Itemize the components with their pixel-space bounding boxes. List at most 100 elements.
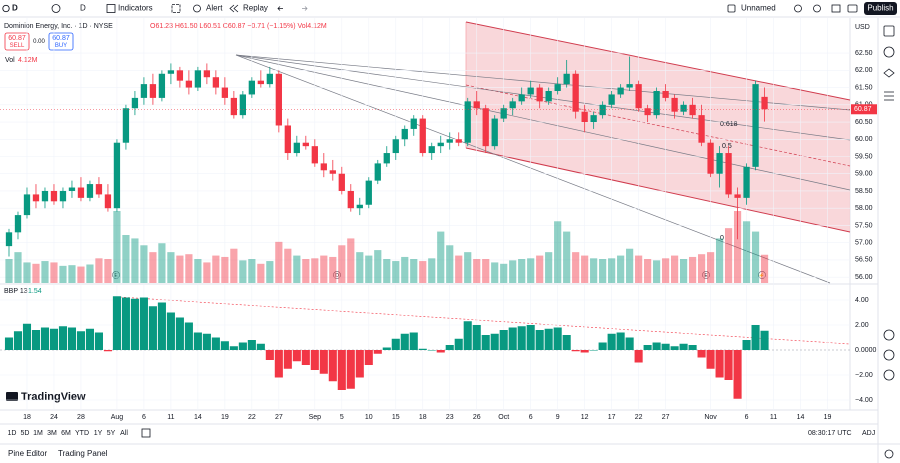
oscillator-bar <box>85 328 94 350</box>
candle-body <box>635 84 642 109</box>
volume-bar <box>599 259 607 283</box>
oscillator-name: BBP 13 <box>4 288 28 295</box>
tab[interactable]: Trading Panel <box>58 449 108 458</box>
oscillator-bar <box>742 340 751 350</box>
range-button[interactable]: 5Y <box>107 430 116 437</box>
interval[interactable]: D <box>80 4 86 13</box>
watchlist-button[interactable] <box>883 25 895 37</box>
range-button[interactable]: 5D <box>21 430 30 437</box>
indicators-button[interactable]: Indicators <box>118 4 153 13</box>
volume-bar <box>41 261 49 283</box>
news-marker-label[interactable]: ⚡ <box>759 272 765 279</box>
candle-body <box>419 118 426 154</box>
publish-button-bg[interactable] <box>864 2 897 15</box>
buy-button[interactable] <box>48 32 74 51</box>
volume-bar <box>59 265 67 283</box>
range-button[interactable]: 6M <box>61 430 71 437</box>
alert-icon[interactable] <box>193 4 201 13</box>
symbol[interactable]: D <box>12 4 18 13</box>
tab[interactable]: Pine Editor <box>8 449 47 458</box>
buy-price[interactable]: 60.87 <box>52 35 70 42</box>
undo-button[interactable] <box>277 6 283 11</box>
alert-button[interactable]: Alert <box>206 4 223 13</box>
goto-date[interactable] <box>141 428 151 438</box>
alerts-button[interactable] <box>883 46 895 58</box>
publish-button[interactable]: Publish <box>867 4 893 13</box>
adjust-toggle[interactable]: ADJ <box>862 430 875 437</box>
candle-body <box>446 139 453 143</box>
search-icon[interactable] <box>2 4 10 13</box>
chat-button[interactable] <box>883 349 895 361</box>
news-marker[interactable] <box>758 271 766 279</box>
help-button[interactable] <box>883 369 895 381</box>
quick-search[interactable] <box>794 4 802 13</box>
templates-icon[interactable] <box>171 4 181 13</box>
layout-name[interactable]: Unnamed <box>741 4 776 13</box>
oscillator-bar <box>274 350 283 378</box>
sell-label[interactable]: SELL <box>10 43 25 49</box>
oscillator-bar <box>220 341 229 350</box>
candle-body <box>482 108 489 147</box>
compare-button[interactable] <box>51 4 61 13</box>
candle-body <box>527 87 534 95</box>
candle-body <box>104 194 112 209</box>
redo-button[interactable] <box>302 6 308 11</box>
oscillator-bar <box>49 328 59 350</box>
range-button[interactable]: 3M <box>47 430 57 437</box>
candle-body <box>230 97 238 116</box>
sell-price[interactable]: 60.87 <box>8 35 26 42</box>
replay-icon[interactable] <box>229 4 239 13</box>
earnings-marker-label[interactable]: E <box>114 273 118 279</box>
volume-bar <box>437 231 445 283</box>
dividend-marker[interactable] <box>333 271 341 279</box>
buy-label[interactable]: BUY <box>55 43 67 49</box>
oscillator-bar <box>166 312 175 350</box>
snapshot-button[interactable] <box>847 4 858 13</box>
oscillator-bar <box>328 350 337 382</box>
time-tick-label: 22 <box>248 414 256 421</box>
candle-body <box>14 215 22 233</box>
time-tick-label: 24 <box>50 414 58 421</box>
oscillator-bar <box>229 346 238 350</box>
indicators-icon[interactable] <box>106 4 116 13</box>
sell-button[interactable] <box>4 32 30 51</box>
range-button[interactable]: 1Y <box>94 430 103 437</box>
candle-body <box>761 96 768 110</box>
volume-bar <box>176 255 184 283</box>
candle-body <box>176 70 184 81</box>
price-tick-label: 59.00 <box>855 171 873 178</box>
oscillator-bar <box>463 321 472 350</box>
clock: 08:30:17 UTC <box>808 430 852 437</box>
earnings-marker[interactable] <box>702 271 710 279</box>
candle-body <box>266 73 273 85</box>
oscillator-bar <box>652 342 661 350</box>
oscillator-bar <box>562 335 571 350</box>
candle-body <box>194 70 202 88</box>
panel-toggle[interactable] <box>884 449 894 459</box>
volume-bar <box>293 255 301 283</box>
price-tick-label: 56.00 <box>855 274 873 281</box>
oscillator-bar <box>364 350 373 365</box>
layers-button[interactable] <box>883 68 895 78</box>
target-button[interactable] <box>883 329 895 341</box>
time-tick-label: 22 <box>635 414 643 421</box>
range-button[interactable]: 1D <box>8 430 17 437</box>
range-button[interactable]: All <box>120 430 128 437</box>
fullscreen-button[interactable] <box>831 4 841 13</box>
range-button[interactable]: YTD <box>75 430 89 437</box>
layout-icon[interactable] <box>727 4 736 13</box>
last-price-label: 60.87 <box>854 106 872 113</box>
range-button[interactable]: 1M <box>33 430 43 437</box>
candle-body <box>131 97 139 109</box>
oscillator-bar <box>40 327 50 350</box>
spread: 0.00 <box>33 39 45 45</box>
settings-button[interactable] <box>813 4 821 13</box>
volume-bar <box>32 263 40 283</box>
replay-button[interactable]: Replay <box>243 4 268 13</box>
oscillator-tick-label: 4.00 <box>855 297 869 304</box>
volume-bar <box>275 241 283 283</box>
earnings-marker-label[interactable]: E <box>704 273 708 279</box>
earnings-marker[interactable] <box>112 271 120 279</box>
dividend-marker-label[interactable]: D <box>335 273 339 279</box>
news-button[interactable] <box>884 91 894 101</box>
